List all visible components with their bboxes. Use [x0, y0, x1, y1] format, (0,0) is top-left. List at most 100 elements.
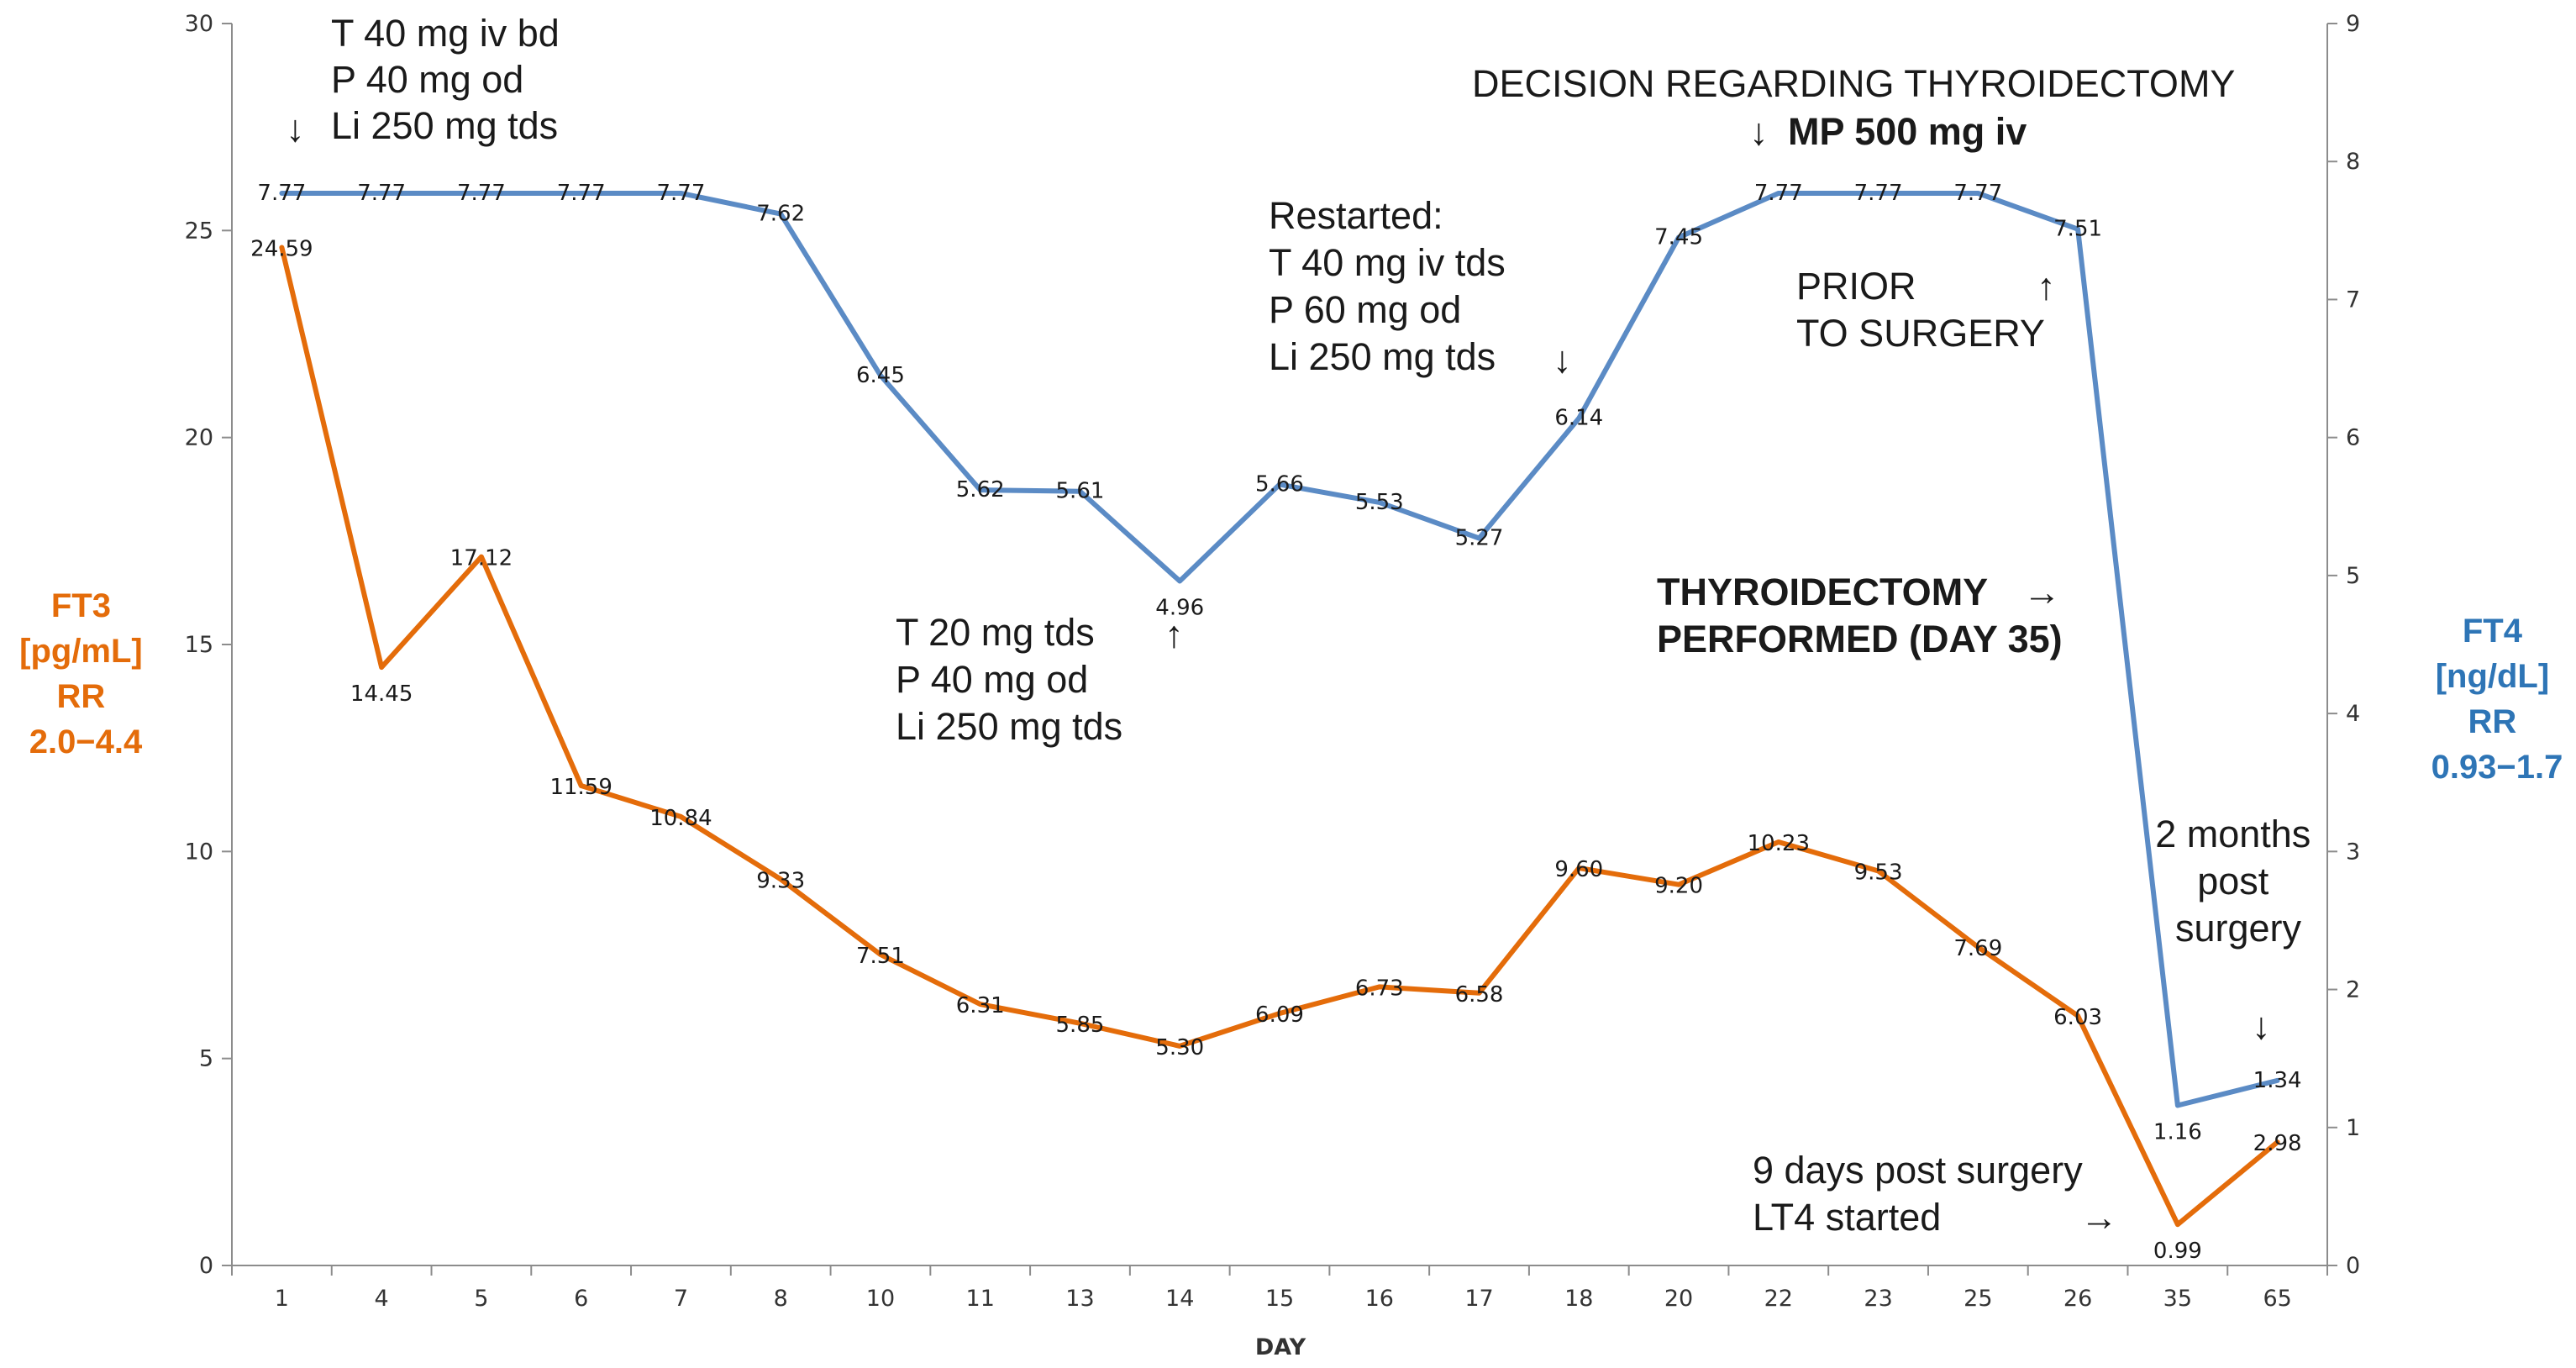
annotation-thyroidectomy-decision: DECISION REGARDING THYROIDECTOMY ↓ MP 50…: [1472, 62, 2235, 153]
x-tick-label: 8: [774, 1286, 788, 1312]
ft3-data-label: 7.51: [856, 944, 905, 969]
left-y-tick-label: 15: [185, 632, 213, 658]
right-y-tick-label: 3: [2346, 839, 2360, 865]
ft3-data-point: [978, 1002, 982, 1007]
annotation-lt4-started: 9 days post surgery LT4 started →: [1753, 1149, 2118, 1239]
ft3-data-label: 6.03: [2053, 1005, 2102, 1030]
annotation-text: T 20 mg tds P 40 mg od Li 250 mg tds: [896, 611, 1122, 748]
ft3-data-point: [878, 953, 882, 957]
left-y-tick-label: 25: [185, 218, 213, 244]
ft3-data-point: [280, 245, 284, 250]
right-y-tick-label: 9: [2346, 11, 2360, 37]
ft3-data-label: 7.69: [1953, 936, 2002, 961]
ft3-data-point: [2175, 1223, 2179, 1227]
ft3-data-point: [779, 877, 783, 881]
left-axis-title-line: [pg/mL]: [19, 633, 143, 670]
ft4-data-point: [1078, 489, 1082, 493]
ft4-data-label: 5.62: [956, 477, 1005, 502]
ft4-data-label: 7.77: [1854, 181, 1903, 206]
right-y-tick-label: 1: [2346, 1115, 2360, 1141]
ft3-data-label: 6.58: [1455, 982, 1504, 1008]
x-tick-label: 65: [2263, 1286, 2291, 1312]
down-arrow-icon: ↓: [286, 107, 305, 150]
ft4-data-label: 7.77: [1754, 181, 1803, 206]
annotation-bold-text: MP 500 mg iv: [1788, 110, 2027, 153]
right-y-tick-label: 6: [2346, 425, 2360, 451]
x-tick-label: 20: [1664, 1286, 1693, 1312]
ft3-data-point: [1078, 1021, 1082, 1025]
ft4-data-label: 6.45: [856, 363, 905, 388]
ft3-data-label: 9.60: [1554, 857, 1603, 882]
x-tick-label: 17: [1464, 1286, 1493, 1312]
right-axis-title-line: [ng/dL]: [2436, 658, 2550, 695]
ft3-data-label: 5.30: [1155, 1035, 1204, 1060]
data-labels: 7.77 7.77 7.77 7.77 7.77 7.62 6.45 5.62 5.61 4.96…: [250, 181, 2301, 1264]
ft3-data-point: [2076, 1013, 2080, 1018]
ft4-data-point: [1876, 191, 1880, 195]
right-y-tick-label: 0: [2346, 1253, 2360, 1279]
ft4-data-label: 7.77: [656, 181, 705, 206]
ft4-data-label: 5.61: [1056, 479, 1105, 504]
ft3-data-label: 6.73: [1355, 976, 1404, 1001]
ft4-data-point: [978, 488, 982, 492]
ft4-data-label: 7.77: [257, 181, 306, 206]
ft4-data-label: 5.27: [1455, 526, 1504, 551]
ft4-data-point: [1278, 482, 1281, 487]
x-tick-label: 13: [1065, 1286, 1094, 1312]
annotation-bold-text: THYROIDECTOMY PERFORMED (DAY 35): [1657, 571, 2063, 660]
series-lines: [279, 191, 2280, 1228]
ft4-data-point: [878, 373, 882, 377]
ft4-data-label: 7.77: [357, 181, 406, 206]
ft4-data-point: [1976, 191, 1980, 195]
ft3-data-point: [380, 666, 384, 670]
ft3-data-point: [1377, 985, 1381, 989]
ft4-data-point: [579, 191, 583, 195]
ft4-data-label: 7.51: [2053, 217, 2102, 242]
ft3-data-point: [1776, 840, 1780, 844]
annotation-prior-to-surgery: PRIOR TO SURGERY ↑: [1796, 265, 2056, 355]
right-axis-title-line: RR: [2468, 703, 2517, 740]
ft4-data-label: 4.96: [1155, 595, 1204, 620]
left-y-tick-label: 10: [185, 839, 213, 865]
right-axis-title-line: FT4: [2463, 613, 2523, 650]
annotation-text: DECISION REGARDING THYROIDECTOMY: [1472, 62, 2235, 105]
ft3-data-point: [1876, 869, 1880, 873]
ft3-data-label: 9.33: [756, 868, 805, 893]
x-tick-label: 23: [1864, 1286, 1892, 1312]
ft4-data-label: 6.14: [1554, 406, 1603, 431]
x-axis-title: DAY: [1255, 1334, 1306, 1360]
ft4-data-point: [2175, 1103, 2179, 1108]
ft4-data-point: [1776, 191, 1780, 195]
x-tick-label: 5: [474, 1286, 488, 1312]
ft4-data-label: 7.77: [557, 181, 606, 206]
up-arrow-icon: ↑: [1164, 613, 1184, 655]
ft4-data-label: 7.62: [756, 202, 805, 227]
annotation-text: PRIOR TO SURGERY: [1796, 265, 2045, 355]
up-arrow-icon: ↑: [2037, 265, 2056, 308]
left-y-tick-label: 0: [199, 1253, 213, 1279]
ft3-data-label: 5.85: [1056, 1013, 1105, 1038]
ft3-data-point: [579, 783, 583, 787]
x-tick-label: 7: [674, 1286, 688, 1312]
x-tick-label: 26: [2063, 1286, 2092, 1312]
ft3-data-point: [1577, 866, 1581, 871]
ft3-data-label: 9.53: [1854, 860, 1903, 885]
ft3-data-label: 10.23: [1748, 831, 1810, 856]
left-y-tick-label: 30: [185, 11, 213, 37]
ft3-data-point: [1477, 991, 1481, 995]
ft3-data-label: 6.31: [956, 993, 1005, 1018]
ft3-data-point: [679, 814, 683, 818]
right-y-tick-label: 2: [2346, 977, 2360, 1003]
ft4-data-point: [1677, 235, 1681, 239]
right-y-tick-label: 4: [2346, 701, 2360, 727]
ft4-data-point: [2275, 1078, 2279, 1082]
ft4-data-point: [380, 191, 384, 195]
ft4-data-point: [679, 191, 683, 195]
x-tick-label: 14: [1165, 1286, 1194, 1312]
right-axis-title: FT4 [ng/dL] RR 0.93−1.7: [2431, 613, 2563, 786]
ft3-data-point: [479, 555, 483, 559]
ft4-data-point: [280, 191, 284, 195]
ft4-data-point: [2076, 227, 2080, 231]
down-arrow-icon: ↓: [2252, 1004, 2271, 1047]
x-tick-label: 18: [1564, 1286, 1593, 1312]
